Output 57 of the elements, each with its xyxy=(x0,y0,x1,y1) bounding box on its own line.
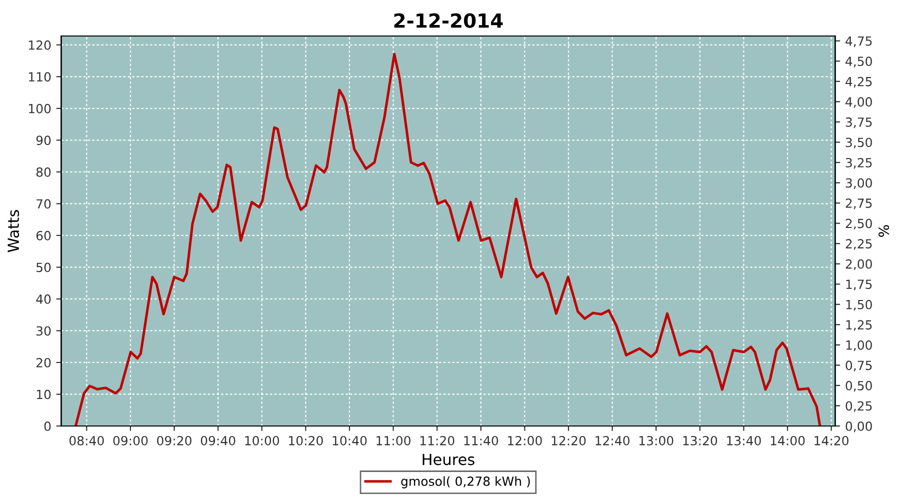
y-tick-label: 80 xyxy=(36,167,51,177)
x-tick-label: 09:40 xyxy=(200,436,236,446)
x-tick-label: 11:40 xyxy=(464,436,498,446)
y-tick-label: 50 xyxy=(36,262,51,272)
x-tick-label: 12:40 xyxy=(596,436,630,446)
y-tick-label: 120 xyxy=(28,40,51,50)
y-axis-title: Watts xyxy=(8,210,20,252)
x-tick-label: 09:20 xyxy=(157,436,192,446)
y2-tick-label: 0,50 xyxy=(846,380,872,392)
x-tick-label: 10:40 xyxy=(332,436,367,446)
x-axis-title: Heures xyxy=(422,454,474,466)
y2-tick-label: 4,75 xyxy=(846,36,872,48)
y-tick-label: 30 xyxy=(36,326,51,336)
x-tick-label: 13:20 xyxy=(683,436,718,446)
x-tick-label: 12:00 xyxy=(508,436,542,446)
y-tick-label: 70 xyxy=(36,199,51,209)
y2-tick-label: 2,00 xyxy=(846,259,872,270)
y-tick-label: 0 xyxy=(44,421,51,431)
x-tick-label: 08:40 xyxy=(69,436,104,446)
y2-tick-label: 2,75 xyxy=(846,198,872,210)
x-tick-label: 13:40 xyxy=(727,436,761,446)
y2-tick-label: 1,50 xyxy=(846,300,872,311)
x-tick-label: 14:00 xyxy=(770,436,805,446)
y-tick-label: 110 xyxy=(28,72,51,82)
y2-tick-label: 0,25 xyxy=(846,401,872,412)
y2-tick-label: 3,25 xyxy=(846,158,872,169)
y-tick-label: 40 xyxy=(36,294,51,304)
y2-tick-label: 2,50 xyxy=(846,218,872,230)
y2-tick-label: 4,25 xyxy=(846,76,872,88)
y-tick-label: 10 xyxy=(36,390,51,400)
x-tick-label: 13:00 xyxy=(639,436,674,446)
y2-axis-title: % xyxy=(878,225,890,237)
x-tick-label: 14:20 xyxy=(814,436,848,446)
y-tick-label: 90 xyxy=(36,136,51,146)
y2-tick-label: 3,75 xyxy=(846,117,872,128)
y2-tick-label: 1,25 xyxy=(846,320,872,331)
x-tick-label: 09:00 xyxy=(113,436,148,446)
y2-tick-label: 0,00 xyxy=(846,421,872,432)
y-tick-label: 20 xyxy=(36,358,51,368)
y2-tick-label: 4,00 xyxy=(846,97,872,108)
x-tick-label: 10:20 xyxy=(289,436,323,446)
y2-tick-label: 1,75 xyxy=(846,280,872,290)
y2-tick-label: 0,75 xyxy=(846,360,872,372)
x-tick-label: 11:00 xyxy=(376,436,410,446)
y2-tick-label: 4,50 xyxy=(846,56,872,68)
y2-tick-label: 1,00 xyxy=(846,340,872,352)
chart-title: 2-12-2014 xyxy=(394,13,503,28)
x-tick-label: 10:00 xyxy=(245,436,280,446)
y-tick-label: 60 xyxy=(36,230,51,240)
line-series xyxy=(74,52,822,426)
legend-label: gmosol( 0,278 kWh ) xyxy=(401,476,530,488)
x-tick-label: 11:20 xyxy=(420,436,454,446)
y2-tick-label: 3,50 xyxy=(846,138,872,148)
x-tick-label: 12:20 xyxy=(552,436,586,446)
y2-tick-label: 2,25 xyxy=(846,239,872,250)
y2-tick-label: 3,00 xyxy=(846,178,872,189)
y-tick-label: 100 xyxy=(28,104,51,114)
